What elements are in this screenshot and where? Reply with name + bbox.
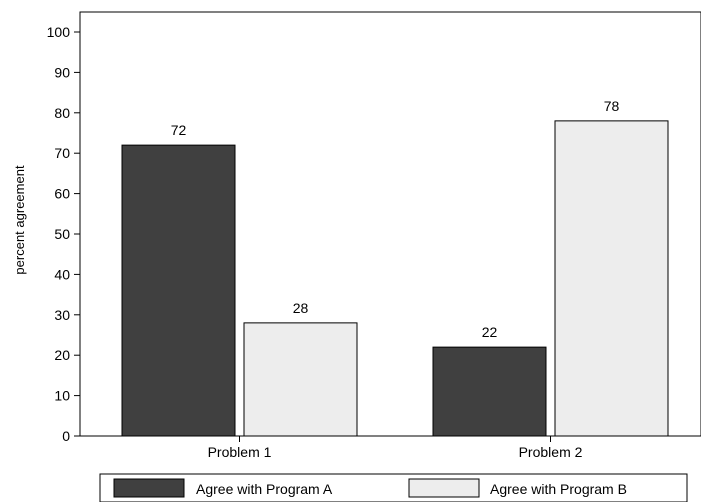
y-tick-label-70: 70 <box>54 145 70 161</box>
y-tick-label-80: 80 <box>54 105 70 121</box>
category-labels: Problem 1 Problem 2 <box>208 436 583 460</box>
bar-1-2 <box>243 322 358 437</box>
bar-2-2 <box>554 120 669 437</box>
y-tick-label-20: 20 <box>54 347 70 363</box>
y-tick-label-10: 10 <box>54 388 70 404</box>
y-tick-label-30: 30 <box>54 307 70 323</box>
category-label-2: Problem 2 <box>519 444 583 460</box>
legend: Agree with Program A Agree with Program B <box>99 473 688 502</box>
data-label-1-2: 28 <box>293 300 309 316</box>
legend-box <box>99 473 688 502</box>
category-label-1: Problem 1 <box>208 444 272 460</box>
legend-swatch-1 <box>113 478 185 498</box>
bars: 72 28 22 78 <box>121 98 669 437</box>
y-axis-label: percent agreement <box>12 165 27 275</box>
legend-label-2: Agree with Program B <box>490 481 627 497</box>
data-label-1-1: 72 <box>171 122 187 138</box>
y-tick-label-40: 40 <box>54 266 70 282</box>
y-tick-label-60: 60 <box>54 186 70 202</box>
bar-1-1 <box>121 144 236 437</box>
y-tick-label-90: 90 <box>54 64 70 80</box>
y-tick-label-100: 100 <box>47 24 71 40</box>
bar-2-1 <box>432 346 547 437</box>
data-label-2-2: 78 <box>604 98 620 114</box>
legend-label-1: Agree with Program A <box>196 481 333 497</box>
y-tick-label-50: 50 <box>54 226 70 242</box>
legend-swatch-2 <box>408 478 480 498</box>
data-label-2-1: 22 <box>482 324 498 340</box>
y-ticks: 0 10 20 30 40 50 60 70 80 90 100 <box>47 24 80 444</box>
y-tick-label-0: 0 <box>62 428 70 444</box>
